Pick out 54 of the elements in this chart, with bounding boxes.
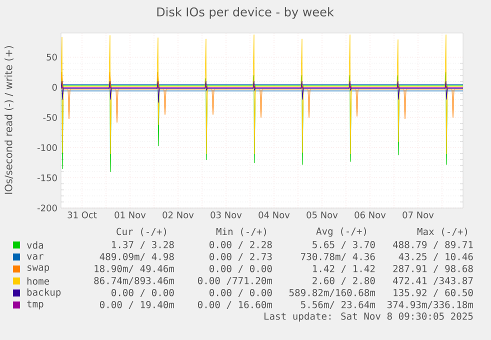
text: 135.92 / 60.50 — [394, 288, 473, 298]
x-tick-label: 02 Nov — [162, 212, 194, 218]
line-series — [61, 34, 464, 154]
text: 0.00 / 0.00 — [112, 288, 174, 298]
text: 2.60 / 2.80 — [312, 276, 375, 286]
x-tick-label: 31 Oct — [68, 212, 97, 218]
text: Min (-/+) — [216, 228, 266, 236]
y-tick-label: 50 — [46, 54, 57, 61]
line-series — [61, 80, 464, 103]
text: 18.90m/ 49.46m — [94, 264, 174, 274]
line-series — [61, 72, 464, 123]
legend-label: backup — [27, 288, 61, 298]
legend-label: home — [27, 277, 50, 285]
text: 489.09m/ 4.98 — [100, 252, 174, 262]
text: Cur (-/+) — [116, 228, 166, 236]
chart-title: Disk IOs per device - by week — [157, 7, 334, 19]
text: 730.78m/ 4.36 — [301, 252, 375, 262]
text: 43.25 / 10.46 — [398, 252, 473, 262]
text: 0.00 /771.20m — [198, 276, 272, 286]
x-tick-label: 04 Nov — [258, 212, 290, 218]
text: 0.00 / 2.73 — [210, 252, 272, 262]
y-axis-title: IOs/second read (-) / write (+) — [4, 46, 14, 194]
y-tick-label: -150 — [37, 174, 57, 182]
text: Avg (-/+) — [316, 227, 366, 237]
legend-label: swap — [28, 265, 50, 273]
x-tick-label: 07 Nov — [402, 212, 434, 218]
text: 374.93m/336.18m — [387, 300, 474, 310]
text: Max (-/+) — [417, 228, 468, 236]
text: 472.41 /343.87 — [393, 276, 473, 286]
text: 1.42 / 1.42 — [313, 264, 375, 274]
y-tick-label: -50 — [43, 114, 57, 121]
y-tick-label: 0 — [52, 84, 57, 91]
text: 488.79 / 89.71 — [393, 240, 473, 250]
text: 5.56m/ 23.64m — [301, 300, 376, 310]
text: 0.00 / 0.00 — [210, 288, 272, 298]
y-tick-label: -200 — [37, 204, 57, 212]
x-tick-label: 05 Nov — [306, 212, 338, 218]
text: 589.82m/160.68m — [289, 288, 376, 298]
legend-label: var — [26, 254, 44, 260]
x-tick-label: 03 Nov — [210, 212, 242, 218]
x-tick-label: 01 Nov — [114, 212, 146, 218]
text: 1.37 / 3.28 — [112, 240, 174, 250]
text: 0.00 / 19.40m — [100, 300, 174, 310]
text: 287.91 / 98.68 — [393, 264, 473, 274]
x-tick-label: 06 Nov — [354, 212, 386, 218]
text: 0.00 / 2.28 — [210, 240, 272, 250]
y-tick-label: -100 — [37, 144, 57, 152]
text: 86.74m/893.46m — [94, 276, 174, 286]
text: 5.65 / 3.70 — [312, 240, 375, 250]
text: 0.00 / 16.60m — [198, 300, 272, 310]
legend-label: vda — [26, 241, 44, 249]
text: Last update: Sat Nov 8 09:30:05 2025 — [264, 312, 473, 322]
legend-label: tmp — [27, 300, 44, 310]
text: 0.00 / 0.00 — [210, 264, 272, 274]
